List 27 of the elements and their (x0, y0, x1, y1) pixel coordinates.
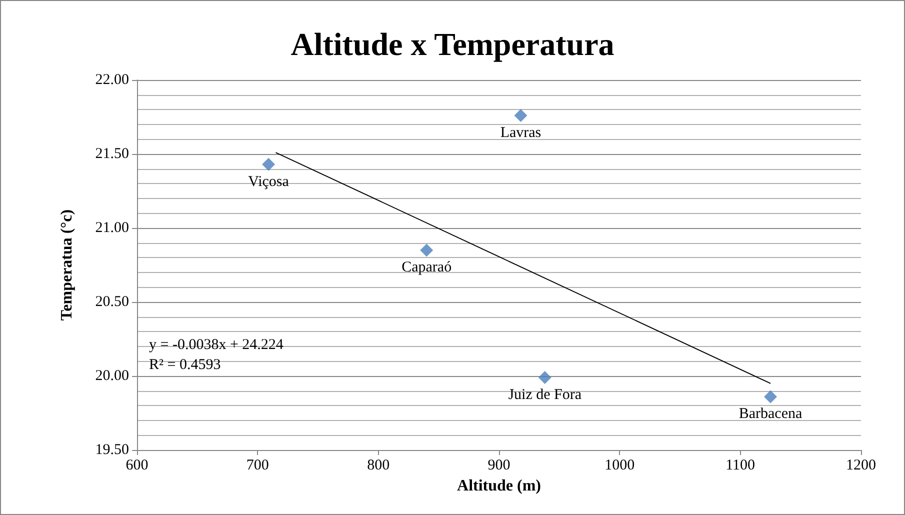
y-tick-label: 21.50 (95, 146, 129, 162)
x-tick-label: 1100 (726, 458, 756, 474)
y-tick-label: 21.00 (95, 220, 129, 236)
x-tick-label: 1200 (846, 458, 876, 474)
x-tick-label: 1000 (604, 458, 635, 474)
point (262, 158, 276, 171)
annotation: Viçosa (248, 174, 290, 190)
annotation: Barbacena (738, 406, 802, 422)
annotation: Caparaó (402, 260, 452, 276)
point (420, 244, 434, 257)
annotation: Lavras (500, 125, 542, 142)
annotation: Juiz de Fora (508, 386, 582, 403)
x-tick-label: 700 (246, 458, 269, 474)
point (514, 109, 528, 122)
chart-title: Altitude x Temperatura (290, 26, 614, 62)
x-tick-label: 600 (126, 458, 148, 474)
y-axis-title: Temperatua (°c) (58, 209, 76, 321)
x-tick-label: 900 (488, 458, 510, 474)
point (764, 390, 777, 404)
y-tick-label: 19.50 (95, 442, 129, 458)
y-tick-label: 20.00 (95, 368, 129, 384)
point (538, 370, 552, 384)
y-tick-label: 22.00 (95, 72, 129, 88)
x-tick-label: 800 (367, 458, 390, 474)
y-tick-label: 20.50 (95, 294, 129, 310)
x-axis-title: Altitude (m) (457, 478, 541, 494)
annotation: y = -0.0038x + 24.224 R² = 0.4593 (149, 337, 284, 373)
